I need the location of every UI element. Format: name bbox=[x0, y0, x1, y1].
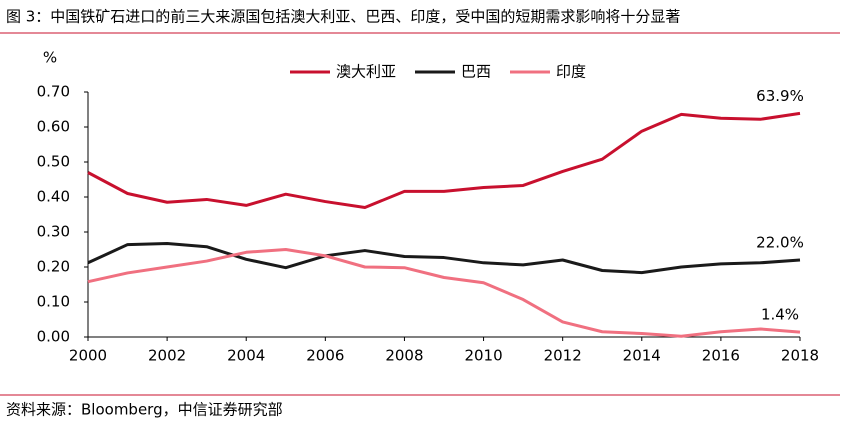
y-axis-label: % bbox=[43, 49, 57, 67]
y-tick-label: 0.50 bbox=[37, 153, 70, 171]
series-line bbox=[87, 111, 801, 209]
legend-label: 印度 bbox=[556, 63, 586, 81]
y-tick-label: 0.20 bbox=[37, 258, 70, 276]
source: 资料来源：Bloomberg，中信证券研究部 bbox=[6, 401, 283, 419]
value-label: 1.4% bbox=[761, 306, 799, 324]
x-tick-label: 2004 bbox=[227, 347, 265, 365]
y-tick-label: 0.60 bbox=[37, 118, 70, 136]
y-tick-label: 0.30 bbox=[37, 223, 70, 241]
x-tick-label: 2006 bbox=[306, 347, 344, 365]
legend-label: 澳大利亚 bbox=[336, 63, 396, 81]
value-label: 63.9% bbox=[756, 87, 804, 105]
series-line bbox=[87, 242, 801, 275]
legend-label: 巴西 bbox=[461, 63, 491, 81]
chart-title: 图 3：中国铁矿石进口的前三大来源国包括澳大利亚、巴西、印度，受中国的短期需求影… bbox=[6, 8, 680, 26]
x-tick-label: 2008 bbox=[385, 347, 423, 365]
x-tick-label: 2012 bbox=[544, 347, 582, 365]
x-tick-label: 2000 bbox=[69, 347, 107, 365]
x-tick-label: 2016 bbox=[702, 347, 740, 365]
y-tick-label: 0.40 bbox=[37, 188, 70, 206]
y-tick-label: 0.00 bbox=[37, 328, 70, 346]
x-tick-label: 2018 bbox=[781, 347, 819, 365]
x-tick-label: 2010 bbox=[464, 347, 502, 365]
y-tick-label: 0.70 bbox=[37, 83, 70, 101]
y-tick-label: 0.10 bbox=[37, 293, 70, 311]
series-line bbox=[87, 248, 801, 338]
x-tick-label: 2002 bbox=[148, 347, 186, 365]
x-tick-label: 2014 bbox=[623, 347, 661, 365]
value-label: 22.0% bbox=[756, 234, 804, 252]
